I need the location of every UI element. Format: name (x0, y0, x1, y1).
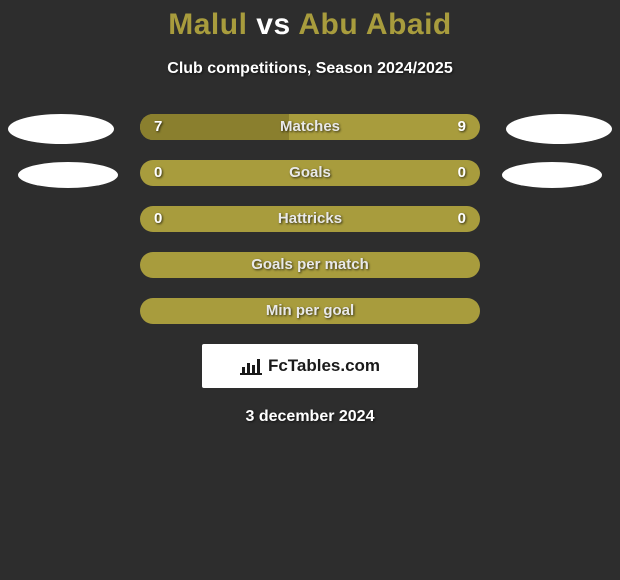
photo-placeholder-right-1 (506, 114, 612, 144)
stat-row-hattricks: 0 Hattricks 0 (140, 206, 480, 232)
stat-label: Goals (140, 160, 480, 186)
stat-value-right: 0 (458, 206, 466, 232)
photo-placeholder-left-1 (8, 114, 114, 144)
stat-row-goals: 0 Goals 0 (140, 160, 480, 186)
stat-row-min-per-goal: Min per goal (140, 298, 480, 324)
vs-label: vs (256, 8, 290, 41)
branding-text: FcTables.com (268, 356, 380, 376)
stat-value-right: 0 (458, 160, 466, 186)
photo-placeholder-left-2 (18, 162, 118, 188)
stat-label: Matches (140, 114, 480, 140)
date-label: 3 december 2024 (0, 408, 620, 426)
branding-badge: FcTables.com (202, 344, 418, 388)
stat-label: Hattricks (140, 206, 480, 232)
subtitle: Club competitions, Season 2024/2025 (0, 60, 620, 78)
photo-placeholder-right-2 (502, 162, 602, 188)
stat-row-goals-per-match: Goals per match (140, 252, 480, 278)
stat-label: Goals per match (140, 252, 480, 278)
player1-name: Malul (168, 8, 247, 41)
player2-name: Abu Abaid (298, 8, 451, 41)
stat-value-right: 9 (458, 114, 466, 140)
bar-chart-icon (240, 357, 262, 375)
title: Malul vs Abu Abaid (0, 8, 620, 42)
stat-rows: 7 Matches 9 0 Goals 0 0 Hattricks 0 Goal… (0, 114, 620, 324)
comparison-card: Malul vs Abu Abaid Club competitions, Se… (0, 0, 620, 426)
stat-row-matches: 7 Matches 9 (140, 114, 480, 140)
stat-label: Min per goal (140, 298, 480, 324)
